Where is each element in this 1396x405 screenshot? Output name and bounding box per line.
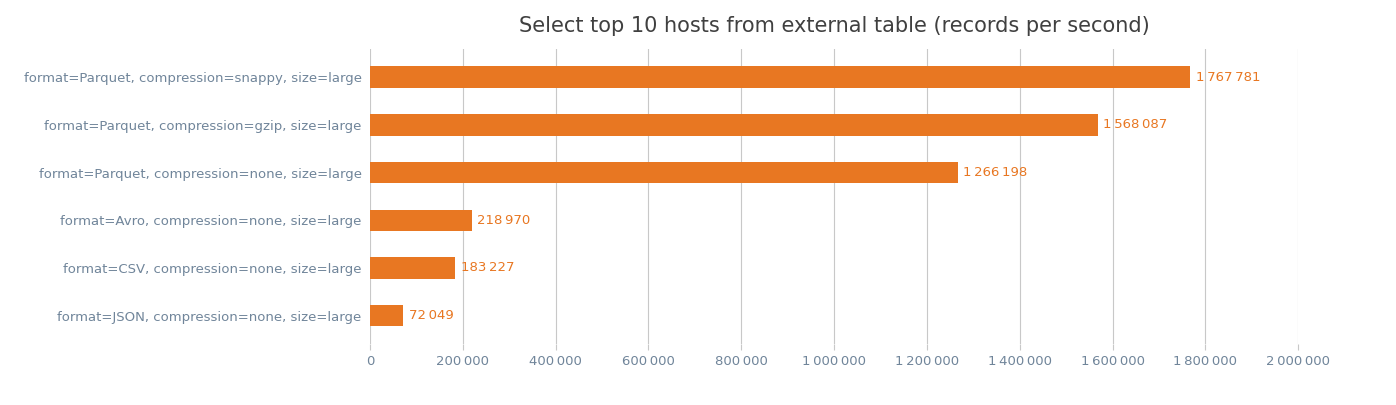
Title: Select top 10 hosts from external table (records per second): Select top 10 hosts from external table … (519, 16, 1149, 36)
Text: 183 227: 183 227 (461, 262, 514, 275)
Text: 72 049: 72 049 (409, 309, 454, 322)
Text: 1 266 198: 1 266 198 (963, 166, 1027, 179)
Bar (370, 257, 455, 279)
Bar (370, 66, 1191, 88)
Bar (370, 209, 472, 231)
Bar (370, 162, 958, 183)
Text: 1 568 087: 1 568 087 (1103, 118, 1167, 131)
Text: 218 970: 218 970 (477, 214, 530, 227)
Bar (370, 305, 403, 326)
Text: 1 767 781: 1 767 781 (1196, 71, 1261, 84)
Bar (370, 114, 1097, 136)
